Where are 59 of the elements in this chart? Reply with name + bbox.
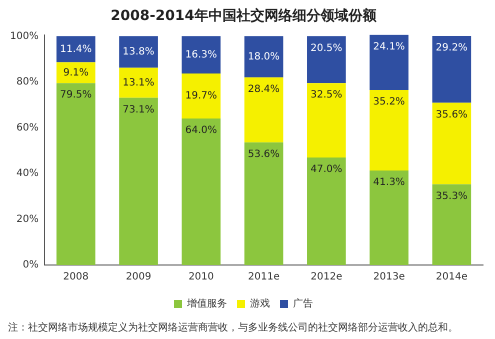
bar — [370, 34, 408, 90]
bar — [307, 83, 346, 158]
legend-label: 广告 — [293, 298, 313, 310]
x-tick-label: 2008 — [63, 272, 89, 283]
y-tick-label: 60% — [16, 122, 39, 134]
data-label: 53.6% — [248, 148, 280, 160]
bar — [56, 83, 96, 265]
x-tick-label: 2009 — [126, 272, 152, 283]
data-label: 13.8% — [122, 46, 154, 58]
data-label: 32.5% — [310, 90, 342, 101]
chart-title: 2008-2014年中国社交网络细分领域份额 — [110, 7, 378, 24]
bar — [182, 73, 221, 119]
data-label: 35.6% — [436, 109, 468, 120]
data-label: 9.1% — [63, 67, 89, 78]
data-label: 64.0% — [185, 125, 218, 136]
y-tick-label: 40% — [16, 168, 39, 180]
data-label: 28.4% — [248, 84, 280, 95]
bar — [244, 36, 284, 78]
bar — [432, 102, 472, 184]
bar — [370, 170, 408, 265]
data-label: 35.3% — [436, 190, 468, 202]
text: 注：社交网络市场规模定义为社交网络运营商营收，与多业务线公司的社交网络部分运营收入的总和。 — [8, 322, 458, 334]
bar — [119, 98, 158, 265]
y-tick-label: 100% — [10, 30, 39, 42]
bar — [56, 36, 96, 62]
x-tick-label: 2013e — [373, 272, 405, 283]
y-tick-label: 20% — [16, 214, 39, 225]
bar — [307, 36, 346, 84]
data-label: 24.1% — [373, 41, 405, 52]
bar — [432, 184, 472, 265]
bar — [119, 68, 158, 98]
legend-label: 增值服务 — [186, 298, 227, 310]
y-tick-label: 80% — [16, 76, 39, 88]
bar — [244, 142, 284, 265]
data-label: 79.5% — [60, 90, 92, 101]
data-label: 18.0% — [248, 51, 280, 62]
data-label: 73.1% — [122, 104, 154, 116]
data-label: 16.3% — [185, 49, 218, 60]
bar — [370, 90, 408, 170]
data-label: 47.0% — [310, 164, 342, 176]
bar — [307, 157, 346, 265]
data-label: 20.5% — [310, 42, 342, 54]
x-tick-label: 2014e — [436, 272, 468, 283]
data-label: 19.7% — [185, 90, 218, 102]
bar — [182, 118, 221, 265]
bar — [432, 36, 472, 103]
data-label: 29.2% — [436, 42, 468, 54]
x-tick-label: 2012e — [310, 272, 342, 283]
x-tick-label: 2011e — [248, 272, 280, 283]
data-label: 35.2% — [373, 96, 405, 108]
bar — [182, 36, 221, 74]
data-label: 41.3% — [373, 177, 405, 188]
y-tick-label: 0% — [22, 260, 39, 271]
legend-label: 游戏 — [250, 298, 270, 310]
x-tick-label: 2010 — [188, 272, 214, 283]
bar — [244, 77, 284, 142]
bar — [119, 36, 158, 68]
data-label: 13.1% — [122, 77, 154, 88]
data-label: 11.4% — [60, 44, 92, 55]
